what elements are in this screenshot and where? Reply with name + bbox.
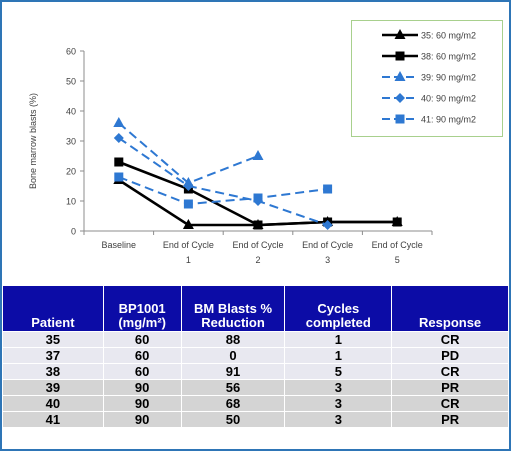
cell-reduction: 56 <box>180 379 286 396</box>
data-point <box>252 150 264 160</box>
chart-legend: 35: 60 mg/m2 38: 60 mg/m2 39: 90 mg/m2 40: … <box>351 20 503 137</box>
header-response: Response <box>391 285 509 332</box>
data-point <box>253 220 263 230</box>
legend-marker <box>395 114 405 124</box>
cell-reduction: 88 <box>180 331 286 348</box>
cell-cycles: 1 <box>284 347 393 364</box>
x-tick-label: 1 <box>186 255 191 265</box>
cell-reduction: 68 <box>180 395 286 412</box>
cell-cycles: 3 <box>284 379 393 396</box>
cell-dose: 90 <box>102 395 182 412</box>
legend-entry: 41: 90 mg/m2 <box>382 114 476 125</box>
table-row: 35 60 88 1 CR <box>2 331 509 348</box>
legend-entry: 40: 90 mg/m2 <box>382 93 476 104</box>
table-row: 39 90 56 3 PR <box>2 379 509 396</box>
data-point <box>113 133 124 143</box>
legend-marker <box>394 71 406 81</box>
y-tick-label: 10 <box>66 197 76 207</box>
table-row: 40 90 68 3 CR <box>2 395 509 412</box>
results-table-container: Patient BP1001 (mg/m²) BM Blasts % Reducti… <box>2 285 509 428</box>
table-row: 41 90 50 3 PR <box>2 411 509 428</box>
data-point <box>183 199 193 209</box>
data-point <box>113 117 125 127</box>
data-point <box>322 220 333 230</box>
legend-entry: 39: 90 mg/m2 <box>382 71 476 83</box>
legend-label: 38: 60 mg/m2 <box>421 52 476 62</box>
y-axis-label: Bone marrow blasts (%) <box>28 93 38 189</box>
header-patient: Patient <box>2 285 104 332</box>
data-point <box>323 184 333 194</box>
series-line <box>118 122 259 185</box>
cell-cycles: 5 <box>284 363 393 380</box>
data-point <box>392 217 402 227</box>
cell-cycles: 1 <box>284 331 393 348</box>
cell-reduction: 0 <box>180 347 286 364</box>
x-tick-label: Baseline <box>102 240 137 250</box>
y-tick-label: 40 <box>66 107 76 117</box>
series-3 <box>113 117 264 187</box>
cell-response: CR <box>391 331 509 348</box>
cell-patient: 38 <box>2 363 104 380</box>
data-point <box>182 219 194 229</box>
y-tick-label: 60 <box>66 47 76 57</box>
blasts-line-chart: 0 10 20 30 40 50 60 Bone marrow blasts (%) Basel… <box>28 47 433 265</box>
legend-label: 39: 90 mg/m2 <box>421 73 476 83</box>
series-5 <box>114 172 333 209</box>
legend-label: 41: 90 mg/m2 <box>421 115 476 125</box>
header-bp1001: BP1001 (mg/m²) <box>102 285 182 332</box>
legend-entry: 35: 60 mg/m2 <box>382 29 476 41</box>
cell-dose: 60 <box>102 347 182 364</box>
table-row: 37 60 0 1 PD <box>2 347 509 364</box>
cell-response: PR <box>391 379 509 396</box>
cell-reduction: 50 <box>180 411 286 428</box>
x-tick-label: End of Cycle <box>372 240 423 250</box>
legend-entry: 38: 60 mg/m2 <box>382 51 476 62</box>
table-row: 38 60 91 5 CR <box>2 363 509 380</box>
x-tick-label: 3 <box>325 255 330 265</box>
x-tick-label: End of Cycle <box>302 240 353 250</box>
legend-marker <box>394 29 406 39</box>
x-tick-label: 5 <box>395 255 400 265</box>
cell-dose: 90 <box>102 379 182 396</box>
cell-reduction: 91 <box>180 363 286 380</box>
series-4 <box>113 133 333 230</box>
legend-marker <box>395 93 405 103</box>
cell-cycles: 3 <box>284 411 393 428</box>
y-tick-label: 0 <box>71 227 76 237</box>
legend-label: 35: 60 mg/m2 <box>421 31 476 41</box>
cell-dose: 90 <box>102 411 182 428</box>
x-tick-label: End of Cycle <box>232 240 283 250</box>
cell-cycles: 3 <box>284 395 393 412</box>
data-point <box>253 193 263 203</box>
header-cycles-completed: Cycles completed <box>284 285 393 332</box>
cell-response: PD <box>391 347 509 364</box>
data-point <box>114 157 124 167</box>
cell-response: PR <box>391 411 509 428</box>
cell-response: CR <box>391 395 509 412</box>
cell-patient: 39 <box>2 379 104 396</box>
cell-patient: 35 <box>2 331 104 348</box>
header-bm-blasts-reduction: BM Blasts % Reduction <box>180 285 286 332</box>
x-tick-label: End of Cycle <box>163 240 214 250</box>
y-tick-label: 30 <box>66 137 76 147</box>
cell-patient: 40 <box>2 395 104 412</box>
results-table: Patient BP1001 (mg/m²) BM Blasts % Reducti… <box>2 285 509 428</box>
cell-patient: 41 <box>2 411 104 428</box>
y-tick-label: 50 <box>66 77 76 87</box>
table-header-row: Patient BP1001 (mg/m²) BM Blasts % Reducti… <box>2 285 509 332</box>
series-line <box>118 137 328 226</box>
y-tick-label: 20 <box>66 167 76 177</box>
legend-label: 40: 90 mg/m2 <box>421 94 476 104</box>
legend-marker <box>395 51 405 61</box>
cell-response: CR <box>391 363 509 380</box>
data-point <box>183 181 194 191</box>
cell-dose: 60 <box>102 363 182 380</box>
x-tick-label: 2 <box>255 255 260 265</box>
cell-patient: 37 <box>2 347 104 364</box>
data-point <box>114 172 124 182</box>
cell-dose: 60 <box>102 331 182 348</box>
